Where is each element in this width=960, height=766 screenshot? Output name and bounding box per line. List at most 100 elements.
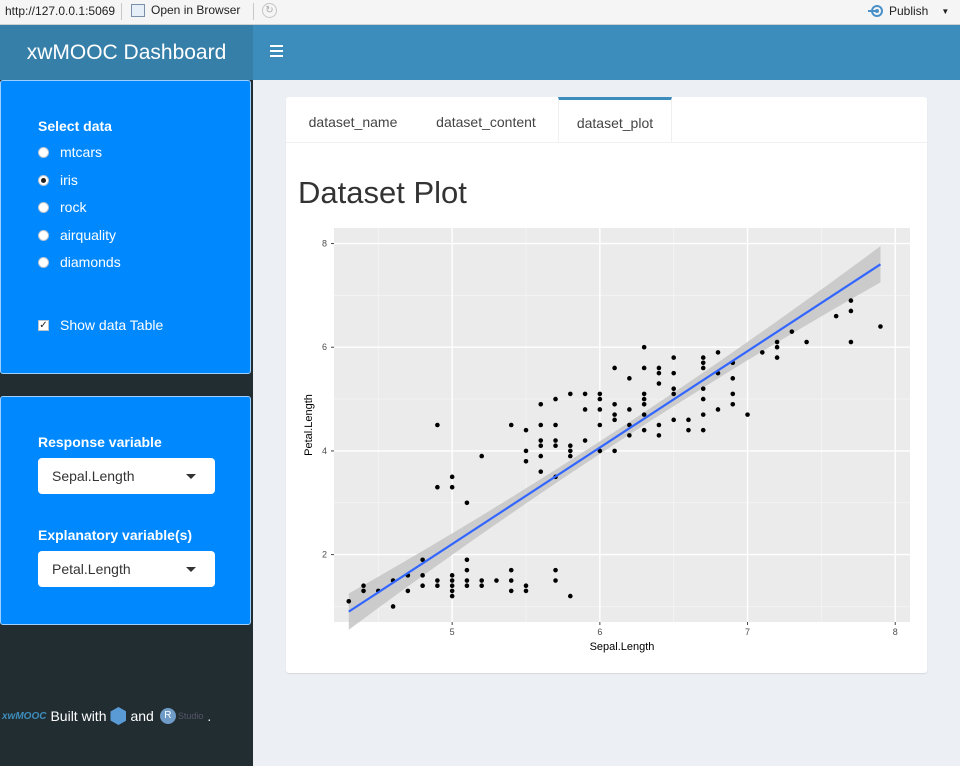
tab-dataset-name[interactable]: dataset_name [308,114,398,130]
data-point [553,443,558,449]
data-point [361,583,366,589]
radio-label: diamonds [60,254,121,270]
data-point [656,381,662,386]
period-text: . [207,708,212,724]
data-point [774,355,780,360]
y-tick-label: 2 [322,550,327,560]
data-point [671,386,676,392]
data-point [597,396,603,402]
data-point [627,407,632,412]
data-point [523,588,529,594]
data-point [582,438,588,443]
checkbox-icon[interactable]: ✓ [38,319,49,331]
chevron-down-icon[interactable]: ▼ [941,6,950,16]
open-in-browser-button[interactable]: Open in Browser [131,3,240,17]
data-point [479,583,484,589]
xwmooc-logo[interactable]: xwMOOC [2,710,47,722]
data-point [538,422,544,428]
y-axis-label: Petal.Length [303,394,315,456]
dropdown-arrow-icon[interactable] [186,474,196,479]
data-point [612,365,617,371]
data-point [420,573,425,578]
data-point [686,427,691,433]
radio-button[interactable] [38,146,49,158]
radio-button[interactable] [38,256,49,268]
scatter-plot: 5 6 7 8 2 4 6 8 Sepal.Length Petal.Length [303,228,910,653]
data-point [700,360,706,366]
radio-button[interactable] [38,174,49,186]
show-data-table-label: Show data Table [60,317,164,333]
data-point [553,567,558,573]
data-point [715,407,721,412]
refresh-icon[interactable]: ↻ [262,3,277,18]
data-point [435,578,440,583]
built-with-text: Built with [50,708,107,724]
tab-dataset-content[interactable]: dataset_content [436,114,536,130]
data-point [760,350,765,355]
data-point [641,427,647,433]
data-selection-panel: Select data mtcars iris rock airquality … [0,80,251,374]
rstudio-logo-icon[interactable]: R [159,708,176,724]
data-point [671,417,676,423]
data-point [449,593,455,599]
rstudio-text: Studio [177,711,204,721]
data-point [390,604,396,609]
x-tick-label: 5 [450,627,455,637]
data-point [568,593,573,599]
publish-button[interactable]: Publish ▼ [868,4,949,18]
data-point [523,583,529,589]
radio-option-airquality[interactable]: airquality [38,227,116,243]
data-point [435,484,440,490]
data-point [346,598,352,604]
radio-button[interactable] [38,229,49,241]
data-point [671,391,676,397]
data-point [464,578,470,583]
sidebar-toggle-icon[interactable] [270,45,283,60]
data-point [597,407,603,412]
shiny-logo-icon[interactable] [110,707,127,725]
tab-bar: dataset_name dataset_content dataset_plo… [286,97,927,143]
data-point [700,365,706,371]
data-point [464,500,470,506]
data-point [656,370,662,376]
data-point [671,370,676,376]
radio-option-diamonds[interactable]: diamonds [38,254,121,270]
dropdown-arrow-icon[interactable] [186,567,196,572]
app-logo[interactable]: xwMOOC Dashboard [0,25,253,80]
data-point [538,453,544,459]
data-point [435,583,440,589]
radio-option-mtcars[interactable]: mtcars [38,144,102,160]
data-point [508,578,514,583]
radio-option-iris[interactable]: iris [38,172,78,188]
open-in-browser-label: Open in Browser [151,3,241,17]
data-point [848,308,854,314]
data-point [804,339,809,345]
response-variable-select[interactable]: Sepal.Length [38,458,215,494]
data-point [449,588,455,594]
data-point [641,412,647,417]
data-point [435,422,440,428]
data-point [538,438,544,443]
tab-box: dataset_name dataset_content dataset_plo… [286,97,927,673]
url-text[interactable]: http://127.0.0.1:5069 [5,4,116,18]
data-point [538,401,544,407]
data-point [627,422,632,428]
data-point [523,448,529,454]
response-variable-label: Response variable [38,434,162,450]
radio-button[interactable] [38,201,49,213]
data-point [612,417,617,423]
data-point [627,433,632,438]
y-tick-label: 6 [322,342,327,352]
data-point [700,396,706,402]
data-point [568,453,573,459]
radio-option-rock[interactable]: rock [38,199,86,215]
show-data-table-checkbox[interactable]: ✓ Show data Table [38,317,163,333]
open-browser-icon [131,3,145,17]
x-axis-label: Sepal.Length [590,641,655,653]
tab-dataset-plot[interactable]: dataset_plot [558,97,672,142]
data-point [612,412,617,417]
data-point [730,376,736,381]
explanatory-variable-select[interactable]: Petal.Length [38,551,215,587]
data-point [612,448,617,454]
data-point [449,484,455,490]
